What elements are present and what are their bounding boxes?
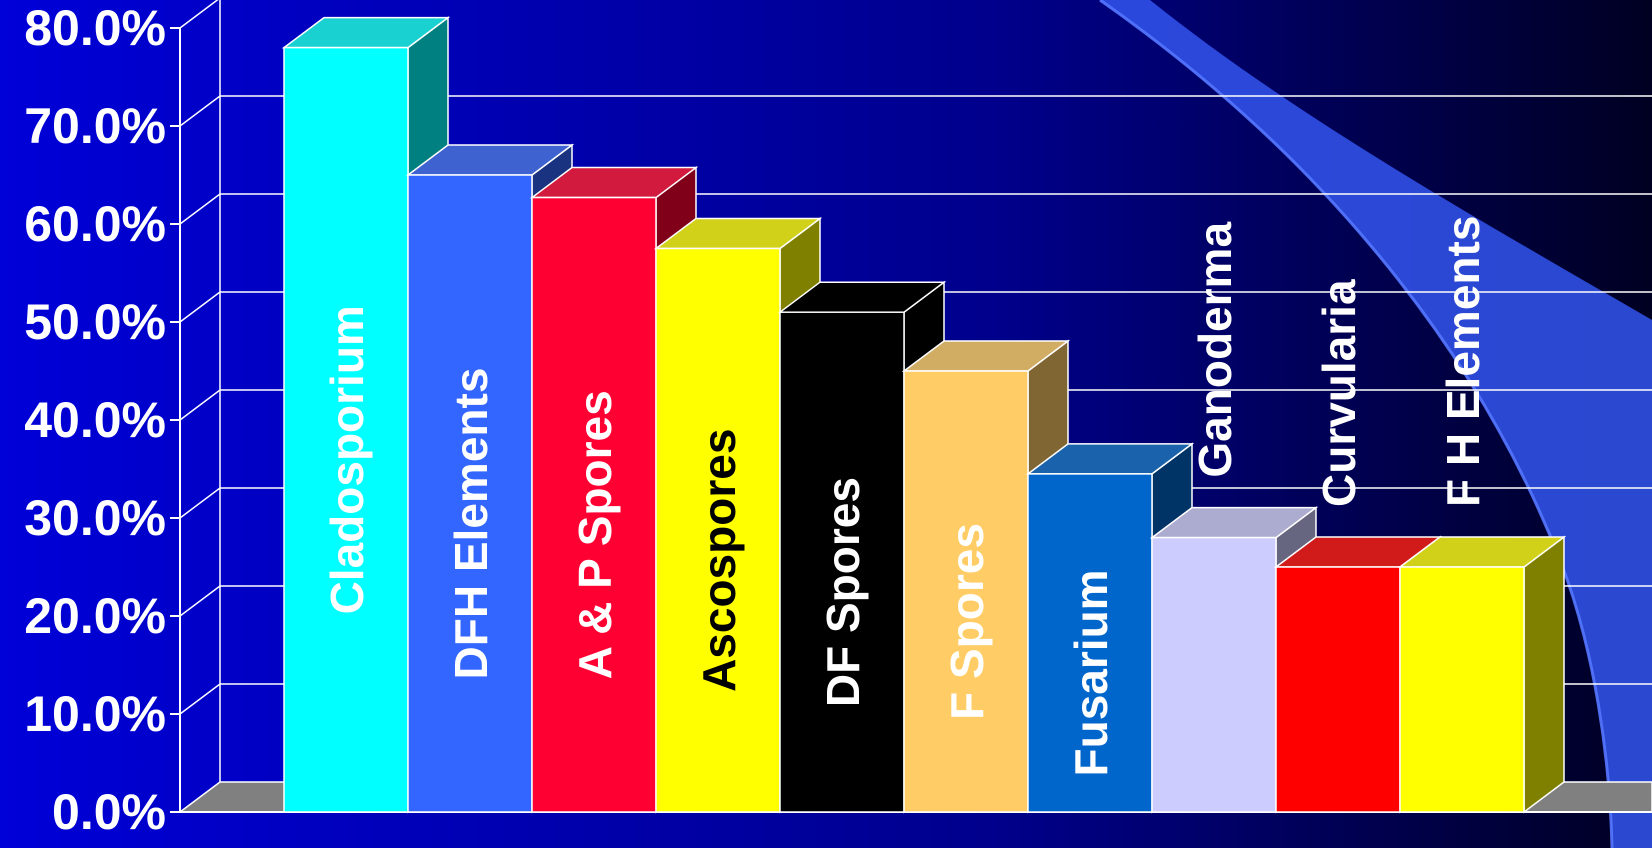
- bar-front: [407, 174, 533, 813]
- decorative-swoosh: [1100, 0, 1652, 848]
- bar-labels: Cladosporium DFH Elements A & P Spores Asco…: [321, 216, 1489, 777]
- bar-label: Fusarium: [1065, 569, 1117, 776]
- bar-front: [283, 46, 409, 813]
- gridline-side: [179, 585, 221, 617]
- bar-label: F Spores: [941, 523, 993, 720]
- bar-front: [1027, 473, 1153, 813]
- bar: [1397, 535, 1567, 814]
- y-tick-label: 40.0%: [24, 392, 166, 448]
- gridline-side: [179, 193, 221, 225]
- bar-front: [903, 370, 1029, 813]
- gridline-side: [179, 487, 221, 519]
- bars: [281, 16, 1567, 814]
- y-tick-label: 10.0%: [24, 686, 166, 742]
- bar-label: Ascospores: [693, 429, 745, 692]
- y-tick-label: 30.0%: [24, 490, 166, 546]
- bar-label: Cladosporium: [321, 305, 373, 614]
- gridline-side: [179, 389, 221, 421]
- bar-front: [1275, 566, 1401, 813]
- y-tick-label: 60.0%: [24, 196, 166, 252]
- bar-label: DFH Elements: [445, 368, 497, 680]
- y-tick-label: 80.0%: [24, 0, 166, 56]
- bar-front: [779, 311, 905, 813]
- bar-front: [655, 247, 781, 813]
- gridline-side: [179, 0, 219, 29]
- bar-label: F H Elements: [1437, 216, 1489, 507]
- y-tick-label: 70.0%: [24, 98, 166, 154]
- y-tick-label: 0.0%: [52, 784, 166, 840]
- gridline-side: [179, 683, 221, 715]
- bar-label: DF Spores: [817, 477, 869, 707]
- decorative-swoosh-edge: [1099, 0, 1614, 848]
- gridline-side: [179, 291, 221, 323]
- bar-label: Ganoderma: [1189, 222, 1241, 478]
- bar-front: [531, 196, 657, 813]
- bar-front: [1151, 536, 1277, 813]
- bar-front: [1399, 566, 1525, 813]
- gridline-side: [179, 95, 221, 127]
- y-tick-label: 50.0%: [24, 294, 166, 350]
- bar-label: Curvularia: [1313, 279, 1365, 507]
- bar-label: A & P Spores: [569, 390, 621, 679]
- bar-side: [1523, 535, 1565, 814]
- y-tick-label: 20.0%: [24, 588, 166, 644]
